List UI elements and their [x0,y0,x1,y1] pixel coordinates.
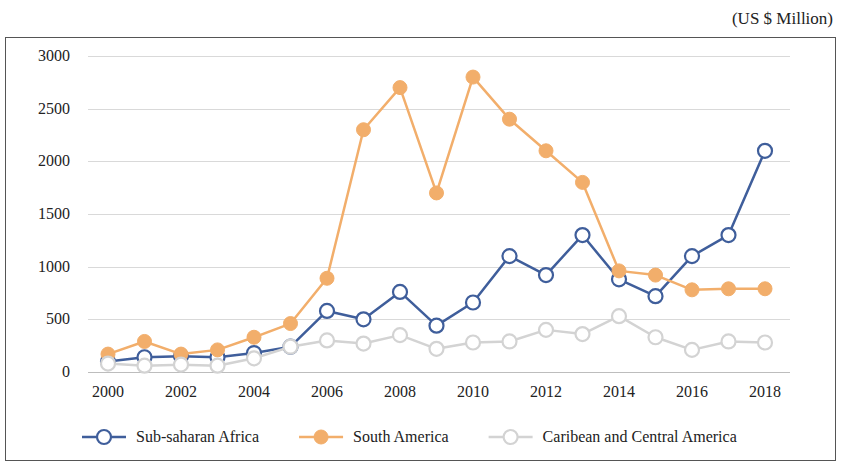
point [466,295,480,309]
x-tick-label: 2006 [311,383,343,400]
point [576,175,590,189]
point [466,70,480,84]
legend: Sub-saharan Africa South America Caribean … [82,428,737,445]
series-line [108,77,765,354]
point [138,334,152,348]
frame [6,38,836,461]
point [576,228,590,242]
legend-marker [314,430,328,444]
grid-line [88,109,790,110]
point [722,228,736,242]
x-tick-label: 2018 [749,383,781,400]
point [649,330,663,344]
point [320,333,334,347]
grid-line [88,214,790,215]
x-tick-label: 2016 [676,383,708,400]
point [357,123,371,137]
point [247,351,261,365]
point [685,249,699,263]
y-tick-label: 1500 [38,205,70,222]
point [174,358,188,372]
legend-label: South America [353,428,449,445]
chart: (US $ Million) 0 500 1000 1500 2000 2500 3000 20… [0,0,841,467]
point [503,249,517,263]
y-tick-label: 0 [62,363,70,380]
x-tick-label: 2004 [238,383,270,400]
point [357,337,371,351]
chart-root: (US $ Million) 0 500 1000 1500 2000 2500 3000 20… [0,0,841,467]
point [722,334,736,348]
y-tick-label: 2500 [38,100,70,117]
grid-line [88,56,790,57]
point [539,268,553,282]
point [320,271,334,285]
point [466,336,480,350]
point [539,144,553,158]
point [576,327,590,341]
y-tick-label: 1000 [38,258,70,275]
x-tick-label: 2012 [530,383,562,400]
point [101,357,115,371]
grid-line [88,267,790,268]
series-line [108,316,765,366]
point [612,264,626,278]
point [393,285,407,299]
point [649,289,663,303]
y-unit-label: (US $ Million) [732,9,833,28]
point [430,319,444,333]
point [284,340,298,354]
plot-area [101,70,772,373]
point [539,323,553,337]
legend-label: Caribean and Central America [543,428,737,445]
x-axis-line [88,372,790,373]
grid-line [88,161,790,162]
point [503,334,517,348]
x-tick-label: 2014 [603,383,635,400]
grid-line [88,372,790,373]
point [320,304,334,318]
y-tick-label: 2000 [38,152,70,169]
x-tick-label: 2010 [457,383,489,400]
x-tick-label: 2002 [165,383,197,400]
point [758,282,772,296]
point [393,328,407,342]
x-tick-label: 2008 [384,383,416,400]
legend-label: Sub-saharan Africa [136,428,259,445]
point [138,359,152,373]
series-line [108,151,765,362]
x-tick-label: 2000 [92,383,124,400]
point [758,336,772,350]
point [503,112,517,126]
legend-marker [97,430,111,444]
point [247,330,261,344]
y-tick-label: 3000 [38,47,70,64]
point [685,283,699,297]
point [758,144,772,158]
point [685,343,699,357]
point [649,268,663,282]
point [430,186,444,200]
point [357,312,371,326]
point [284,317,298,331]
point [211,343,225,357]
legend-marker [504,430,518,444]
point [430,342,444,356]
point [284,340,298,354]
point [722,282,736,296]
point [393,81,407,95]
point [612,309,626,323]
y-tick-label: 500 [46,310,70,327]
point [211,359,225,373]
